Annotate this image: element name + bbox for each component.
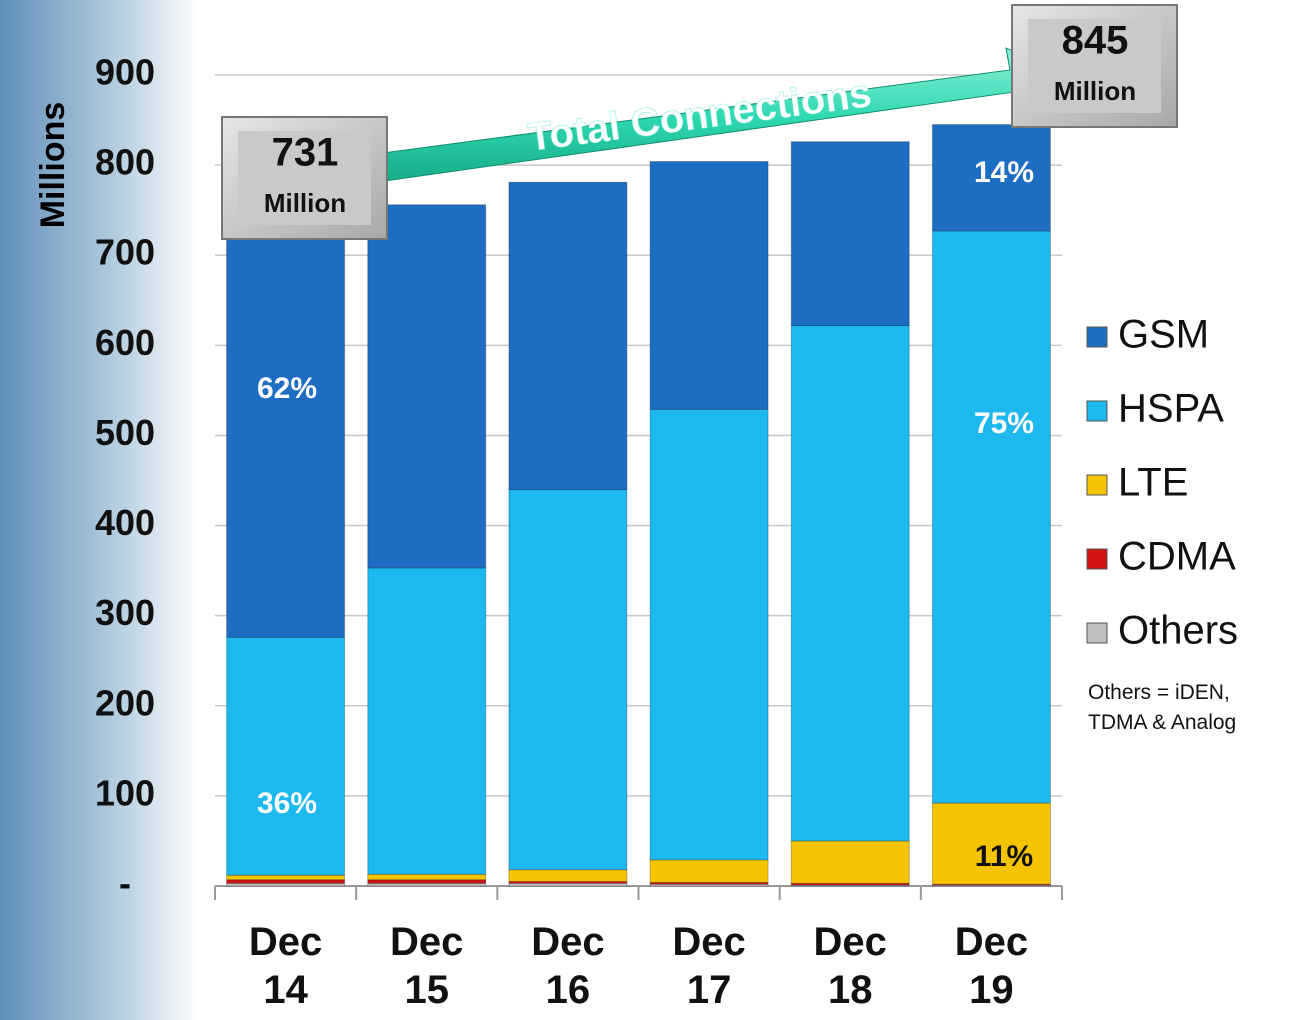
x-tick-label: Dec 15 [382, 918, 472, 1014]
legend-swatch [1087, 401, 1107, 421]
bar-segment [368, 568, 486, 874]
x-tick-label: Dec 18 [805, 918, 895, 1014]
bar-segment [509, 182, 627, 489]
y-tick-label: 900 [95, 52, 155, 93]
callout-value: 731 [272, 131, 339, 175]
y-tick-label: 100 [95, 772, 155, 813]
note: Others = iDEN, TDMA & Analog [1088, 678, 1288, 738]
bar-segment [650, 162, 768, 410]
legend-label: HSPA [1118, 387, 1224, 431]
callout-value: 845 [1062, 19, 1129, 63]
bar-segment [368, 205, 486, 568]
percent-label: 62% [257, 372, 317, 405]
y-tick-label: 700 [95, 232, 155, 273]
percent-label: 14% [974, 156, 1034, 189]
bar-segment [227, 637, 345, 875]
y-tick-label: - [119, 863, 131, 904]
y-axis-title: Millions [34, 102, 72, 229]
bar-segment [932, 231, 1050, 803]
y-tick-label: 400 [95, 502, 155, 543]
y-tick-label: 500 [95, 412, 155, 453]
bar-segment [368, 874, 486, 879]
bar-segment [791, 326, 909, 841]
y-tick-label: 800 [95, 142, 155, 183]
percent-label: 36% [257, 787, 317, 820]
chart: Millions - 100 200 300 400 500 600 700 800 900 62%… [0, 0, 1301, 1020]
legend-swatch [1087, 327, 1107, 347]
x-tick-label: Dec 14 [241, 918, 331, 1014]
percent-label: 11% [975, 840, 1033, 873]
x-tick-label: Dec 19 [946, 918, 1036, 1014]
callout-unit: Million [1054, 76, 1136, 106]
bar-segment [509, 490, 627, 870]
bar-segment [227, 227, 345, 637]
legend-swatch [1087, 475, 1107, 495]
bar-segment [227, 875, 345, 880]
callout-unit: Million [264, 188, 346, 218]
x-tick-label: Dec 17 [664, 918, 754, 1014]
bar-segment [368, 880, 486, 884]
legend-swatch [1087, 549, 1107, 569]
bar-segment [650, 409, 768, 860]
bar-segment [791, 841, 909, 883]
y-tick-label: 300 [95, 592, 155, 633]
legend-label: CDMA [1118, 535, 1236, 579]
bar-segment [791, 142, 909, 326]
x-tick-label: Dec 16 [523, 918, 613, 1014]
percent-label: 75% [974, 407, 1034, 440]
bar-segment [650, 860, 768, 883]
bar-segment [227, 880, 345, 884]
legend-label: Others [1118, 609, 1238, 653]
y-tick-label: 600 [95, 322, 155, 363]
y-tick-label: 200 [95, 682, 155, 723]
bar-segment [509, 870, 627, 882]
legend-swatch [1087, 623, 1107, 643]
page: Millions - 100 200 300 400 500 600 700 800 900 62%… [0, 0, 1301, 1020]
legend-label: LTE [1118, 461, 1188, 505]
legend-label: GSM [1118, 313, 1209, 357]
